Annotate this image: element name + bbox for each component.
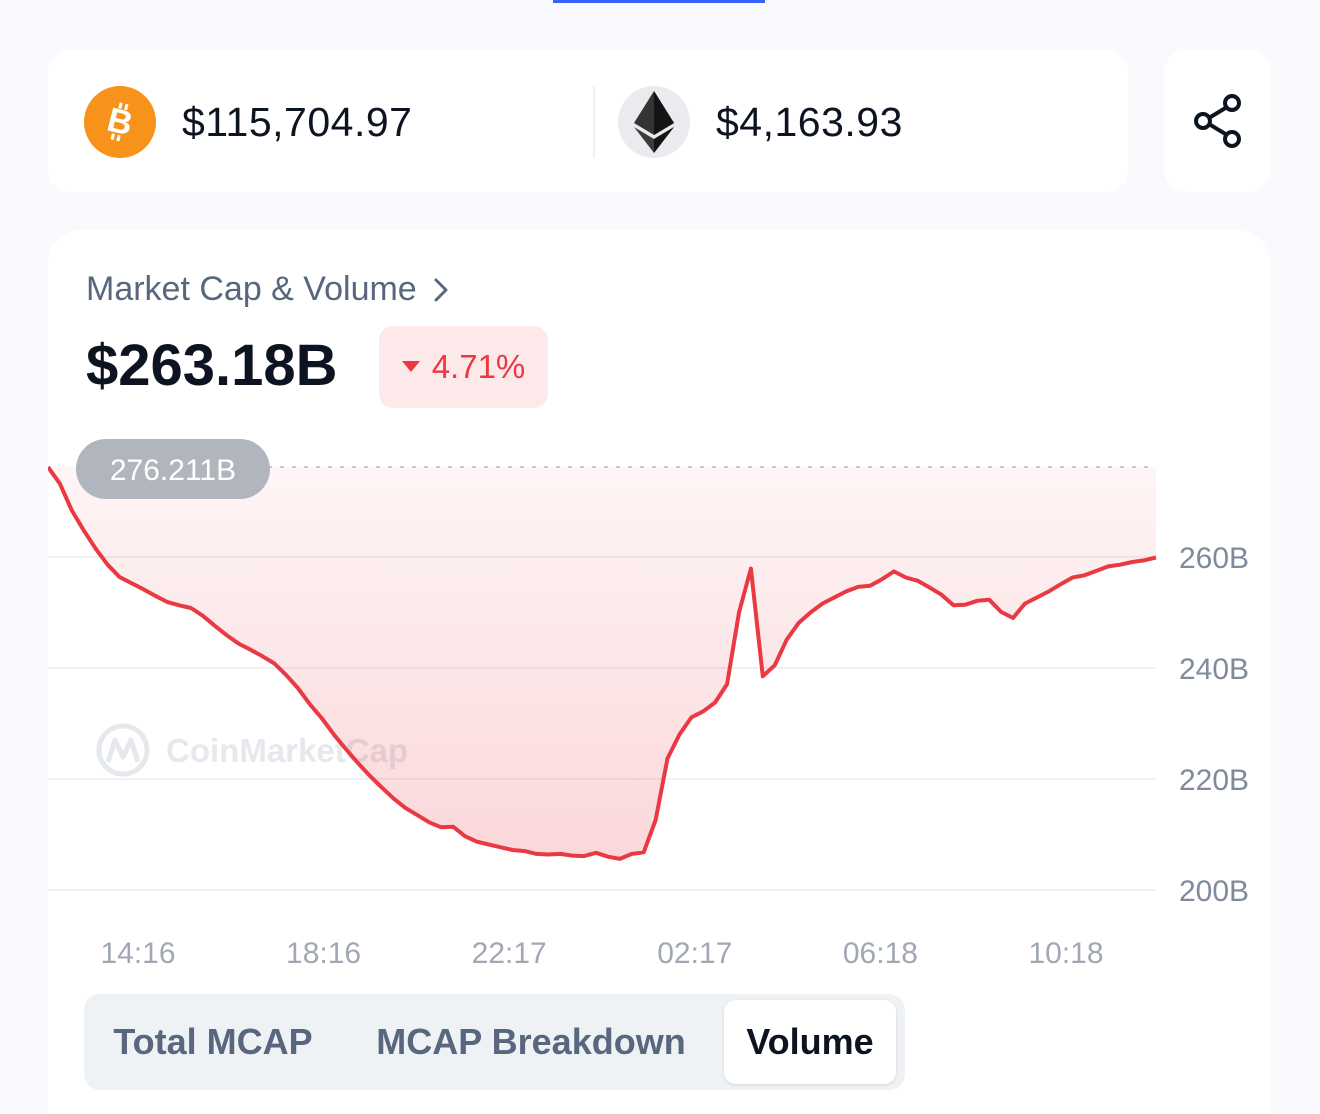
y-tick-label: 260B: [1179, 542, 1249, 575]
market-cap-card: Market Cap & Volume $263.18B 4.71% CoinM…: [48, 230, 1271, 1114]
section-title: Market Cap & Volume: [86, 270, 417, 308]
x-tick-label: 14:16: [100, 937, 175, 970]
tab-volume[interactable]: Volume: [724, 1000, 896, 1084]
bitcoin-icon: B: [84, 86, 156, 158]
ethereum-icon: [618, 86, 690, 158]
chart-tabs: Total MCAP MCAP Breakdown Volume: [84, 994, 905, 1090]
y-tick-label: 220B: [1179, 764, 1249, 797]
market-cap-value: $263.18B: [86, 333, 338, 398]
y-tick-label: 240B: [1179, 653, 1249, 686]
tab-mcap-breakdown[interactable]: MCAP Breakdown: [376, 1021, 686, 1062]
eth-price: $4,163.93: [716, 98, 903, 145]
share-icon: [1193, 94, 1241, 148]
x-tick-label: 06:18: [843, 937, 918, 970]
change-percent: 4.71%: [431, 348, 526, 385]
x-tick-label: 22:17: [472, 937, 547, 970]
change-badge: 4.71%: [379, 326, 548, 408]
x-tick-label: 02:17: [657, 937, 732, 970]
reference-value-pill: 276.211B: [76, 439, 270, 499]
chevron-right-icon: [434, 278, 448, 301]
eth-price-item[interactable]: $4,163.93: [618, 86, 903, 158]
caret-down-icon: [401, 361, 420, 372]
tab-total-mcap[interactable]: Total MCAP: [113, 1021, 313, 1062]
y-tick-label: 200B: [1179, 875, 1249, 908]
share-button[interactable]: [1164, 50, 1271, 192]
btc-price-item[interactable]: B $115,704.97: [84, 86, 412, 158]
x-tick-label: 18:16: [286, 937, 361, 970]
section-title-link[interactable]: Market Cap & Volume: [86, 270, 449, 309]
market-cap-chart[interactable]: CoinMarketCap 276.211B 260B240B220B200B …: [48, 230, 1271, 990]
chart-area: [48, 467, 1156, 859]
x-tick-label: 10:18: [1028, 937, 1103, 970]
chart-line-series: [48, 465, 1157, 861]
coin-price-card: B $115,704.97 $4,163.93: [48, 50, 1128, 192]
btc-price: $115,704.97: [182, 98, 413, 145]
coin-divider: [593, 86, 595, 158]
active-tab-indicator: [553, 0, 765, 3]
reference-value-label: 276.211B: [110, 454, 236, 487]
